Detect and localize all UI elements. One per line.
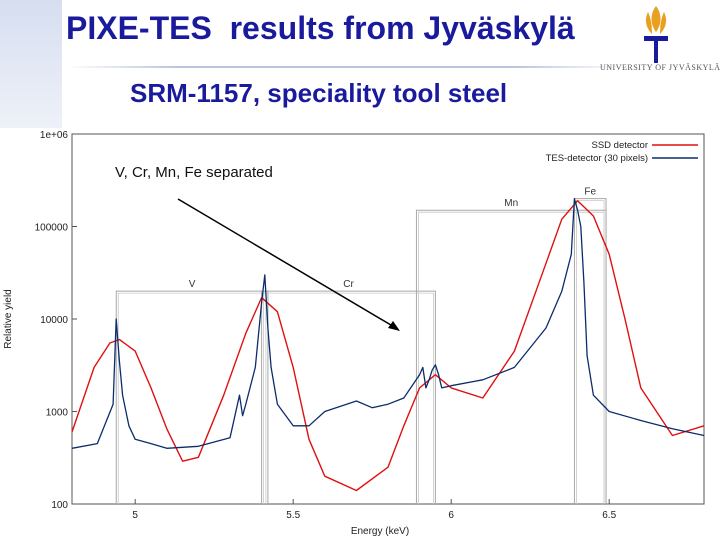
y-tick-label: 1000 (46, 408, 69, 419)
left-accent-bar (0, 0, 62, 128)
element-label-cr: Cr (343, 279, 354, 290)
series-line-tes (71, 198, 705, 449)
y-tick-label: 1e+06 (40, 130, 69, 141)
annotation-box (107, 155, 311, 187)
plot-frame (71, 133, 705, 505)
element-window-inner-fe (576, 200, 605, 504)
annotation-text: V, Cr, Mn, Fe separated (115, 164, 273, 181)
logo-text: UNIVERSITY OF JYVÄSKYLÄ (600, 63, 720, 72)
element-window-inner-v (117, 292, 267, 504)
y-axis-label: Relative yield (3, 289, 14, 348)
x-tick-label: 6 (448, 510, 454, 521)
legend-label-ssd: SSD detector (592, 140, 649, 151)
slide-title: PIXE-TES results from Jyväskylä (66, 10, 575, 46)
x-tick-label: 6.5 (602, 510, 616, 521)
legend-label-tes: TES-detector (30 pixels) (546, 153, 648, 164)
y-tick-label: 10000 (40, 315, 68, 326)
element-window-fe (573, 198, 607, 504)
annotation-arrow (177, 198, 397, 329)
series-line-ssd (71, 199, 705, 492)
element-label-fe: Fe (584, 187, 596, 198)
y-tick-label: 100 (51, 500, 68, 511)
legend: SSD detector TES-detector (30 pixels) (546, 140, 698, 164)
slide-subtitle: SRM-1157, speciality tool steel (130, 78, 508, 108)
element-label-v: V (189, 279, 196, 290)
element-window-v (115, 290, 269, 504)
x-tick-label: 5.5 (286, 510, 300, 521)
annotation-arrowhead (388, 321, 400, 331)
y-tick-label: 100000 (35, 223, 69, 234)
university-logo-icon (644, 6, 668, 63)
element-window-inner-cr (263, 292, 434, 504)
element-window-cr (261, 290, 436, 504)
element-label-mn: Mn (504, 198, 518, 209)
x-axis-label: Energy (keV) (351, 526, 409, 537)
title-divider (66, 66, 626, 68)
x-tick-label: 5 (132, 510, 138, 521)
